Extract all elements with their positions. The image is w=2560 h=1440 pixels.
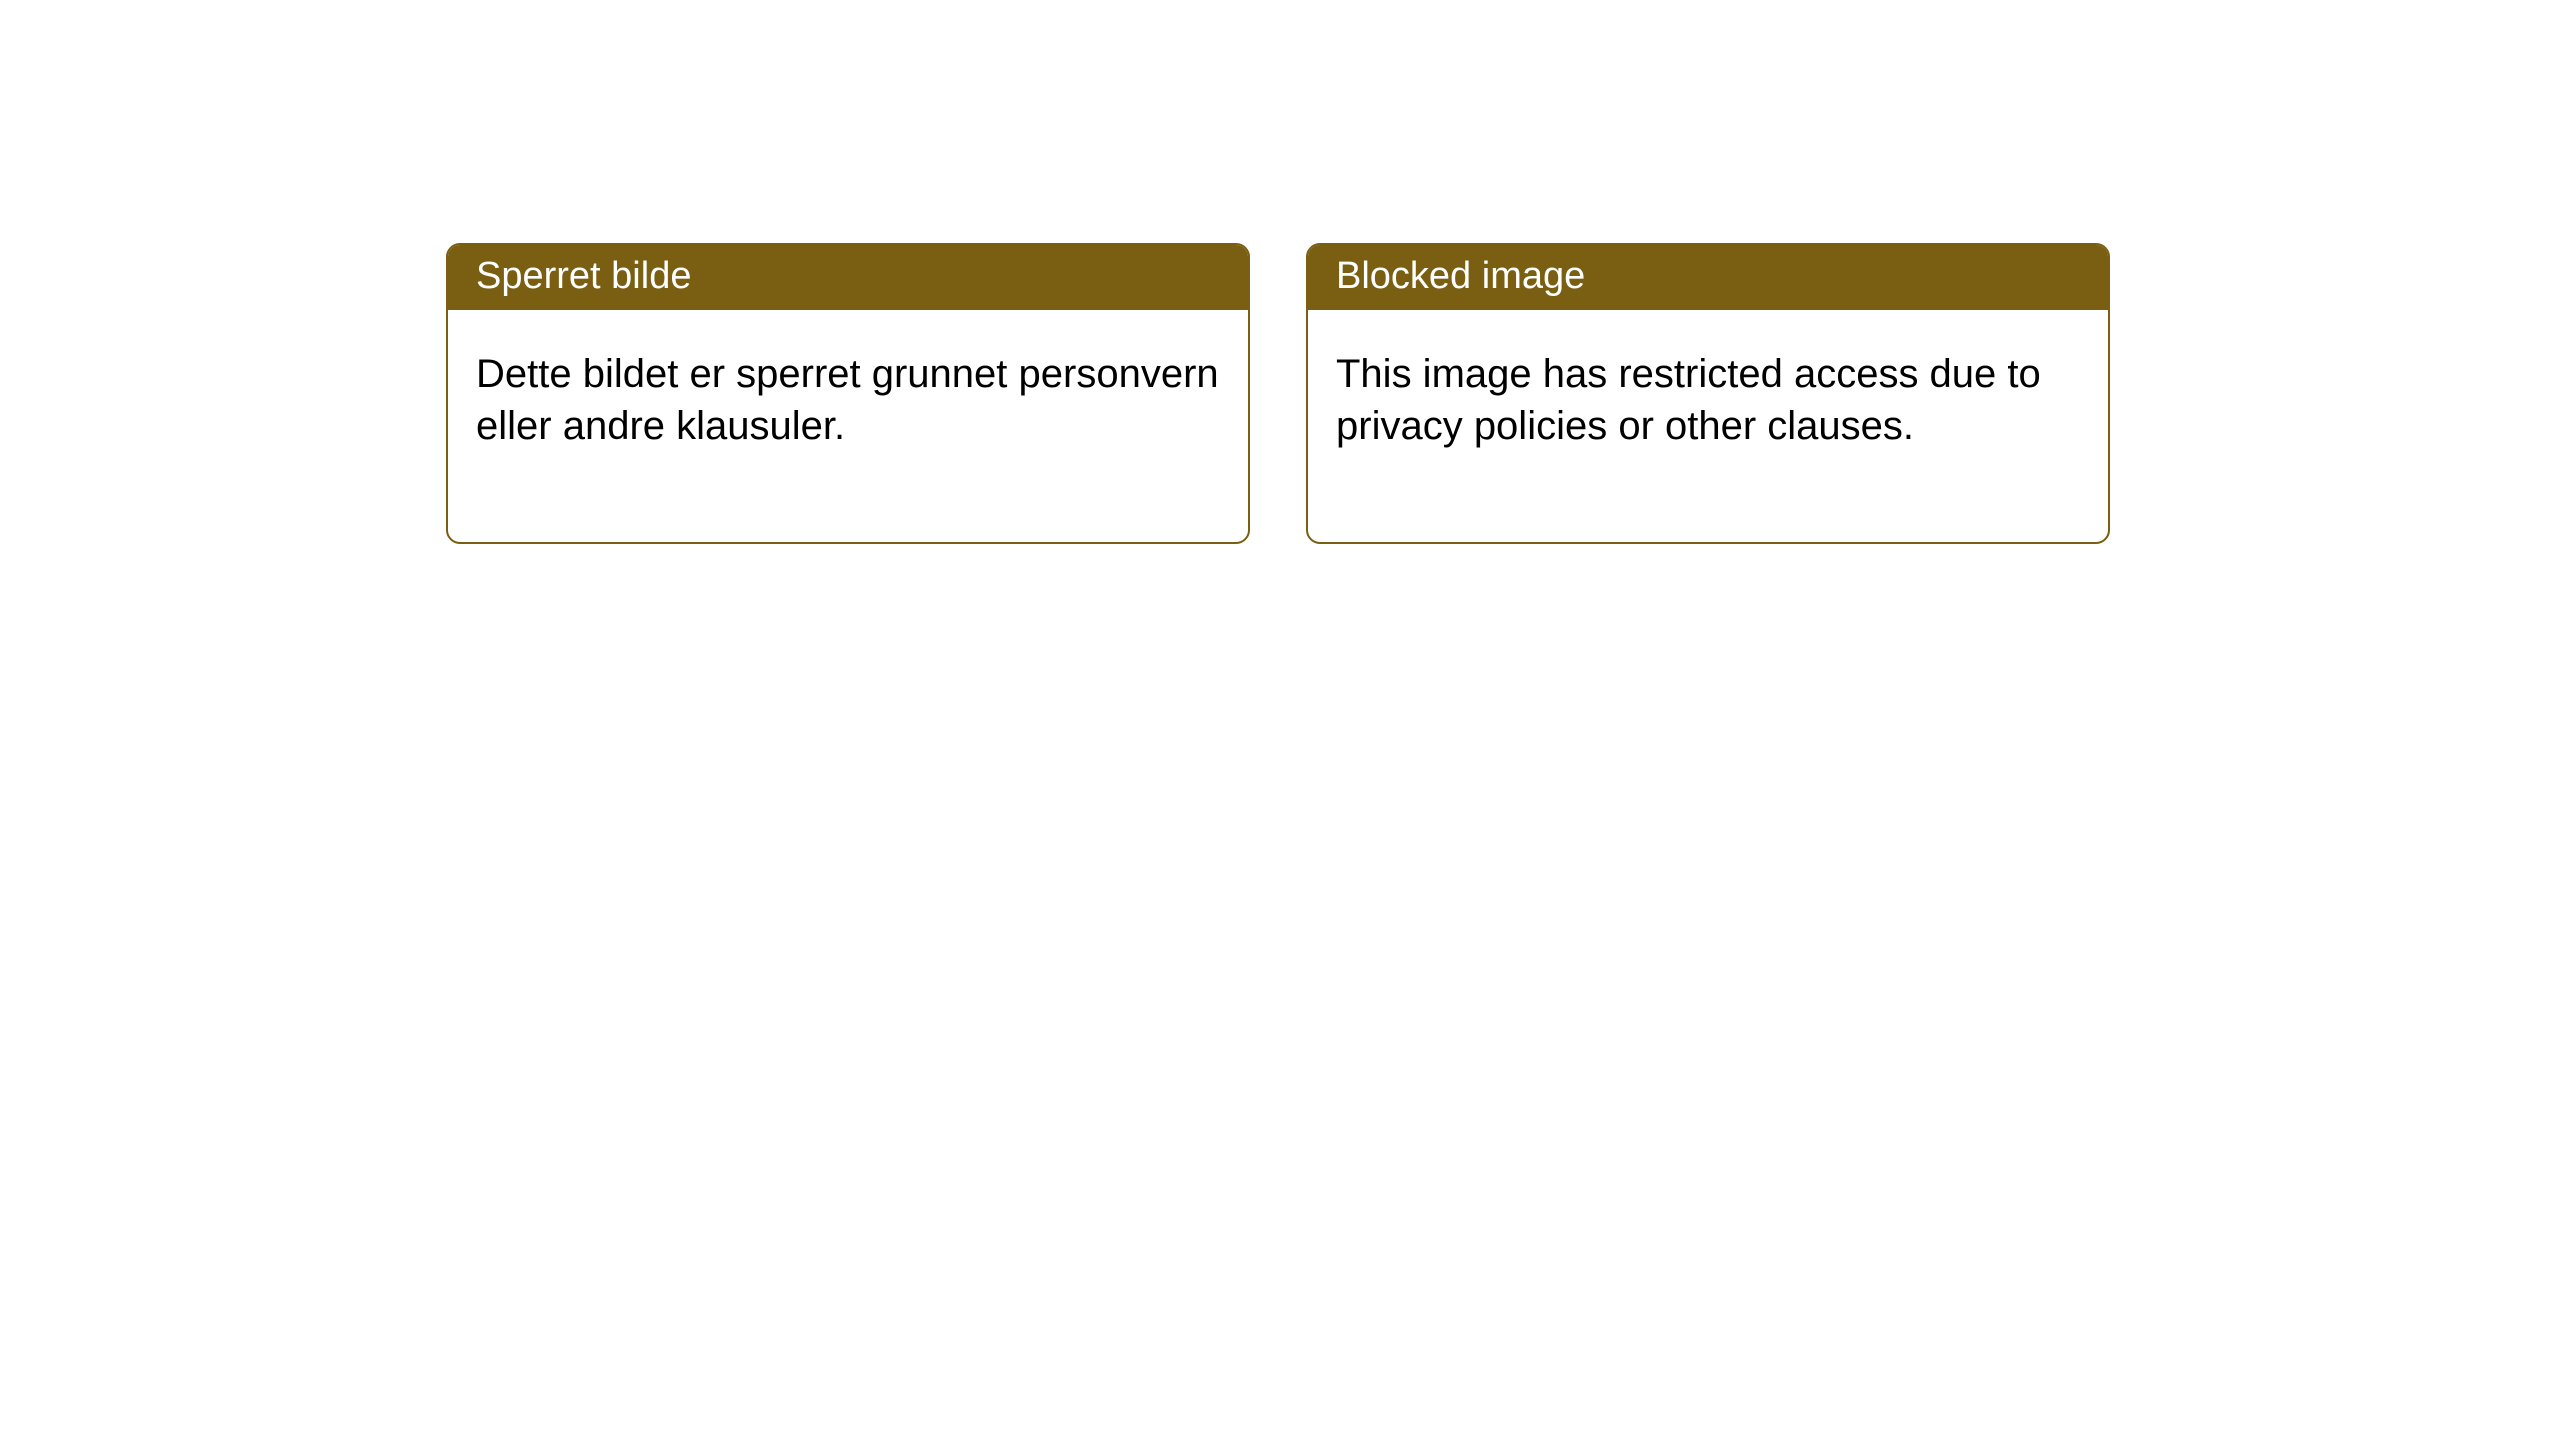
notice-container: Sperret bilde Dette bildet er sperret gr… xyxy=(0,0,2560,544)
card-body: This image has restricted access due to … xyxy=(1308,310,2108,542)
blocked-image-card-en: Blocked image This image has restricted … xyxy=(1306,243,2110,544)
card-header: Blocked image xyxy=(1308,245,2108,310)
card-body: Dette bildet er sperret grunnet personve… xyxy=(448,310,1248,542)
blocked-image-card-no: Sperret bilde Dette bildet er sperret gr… xyxy=(446,243,1250,544)
card-header: Sperret bilde xyxy=(448,245,1248,310)
